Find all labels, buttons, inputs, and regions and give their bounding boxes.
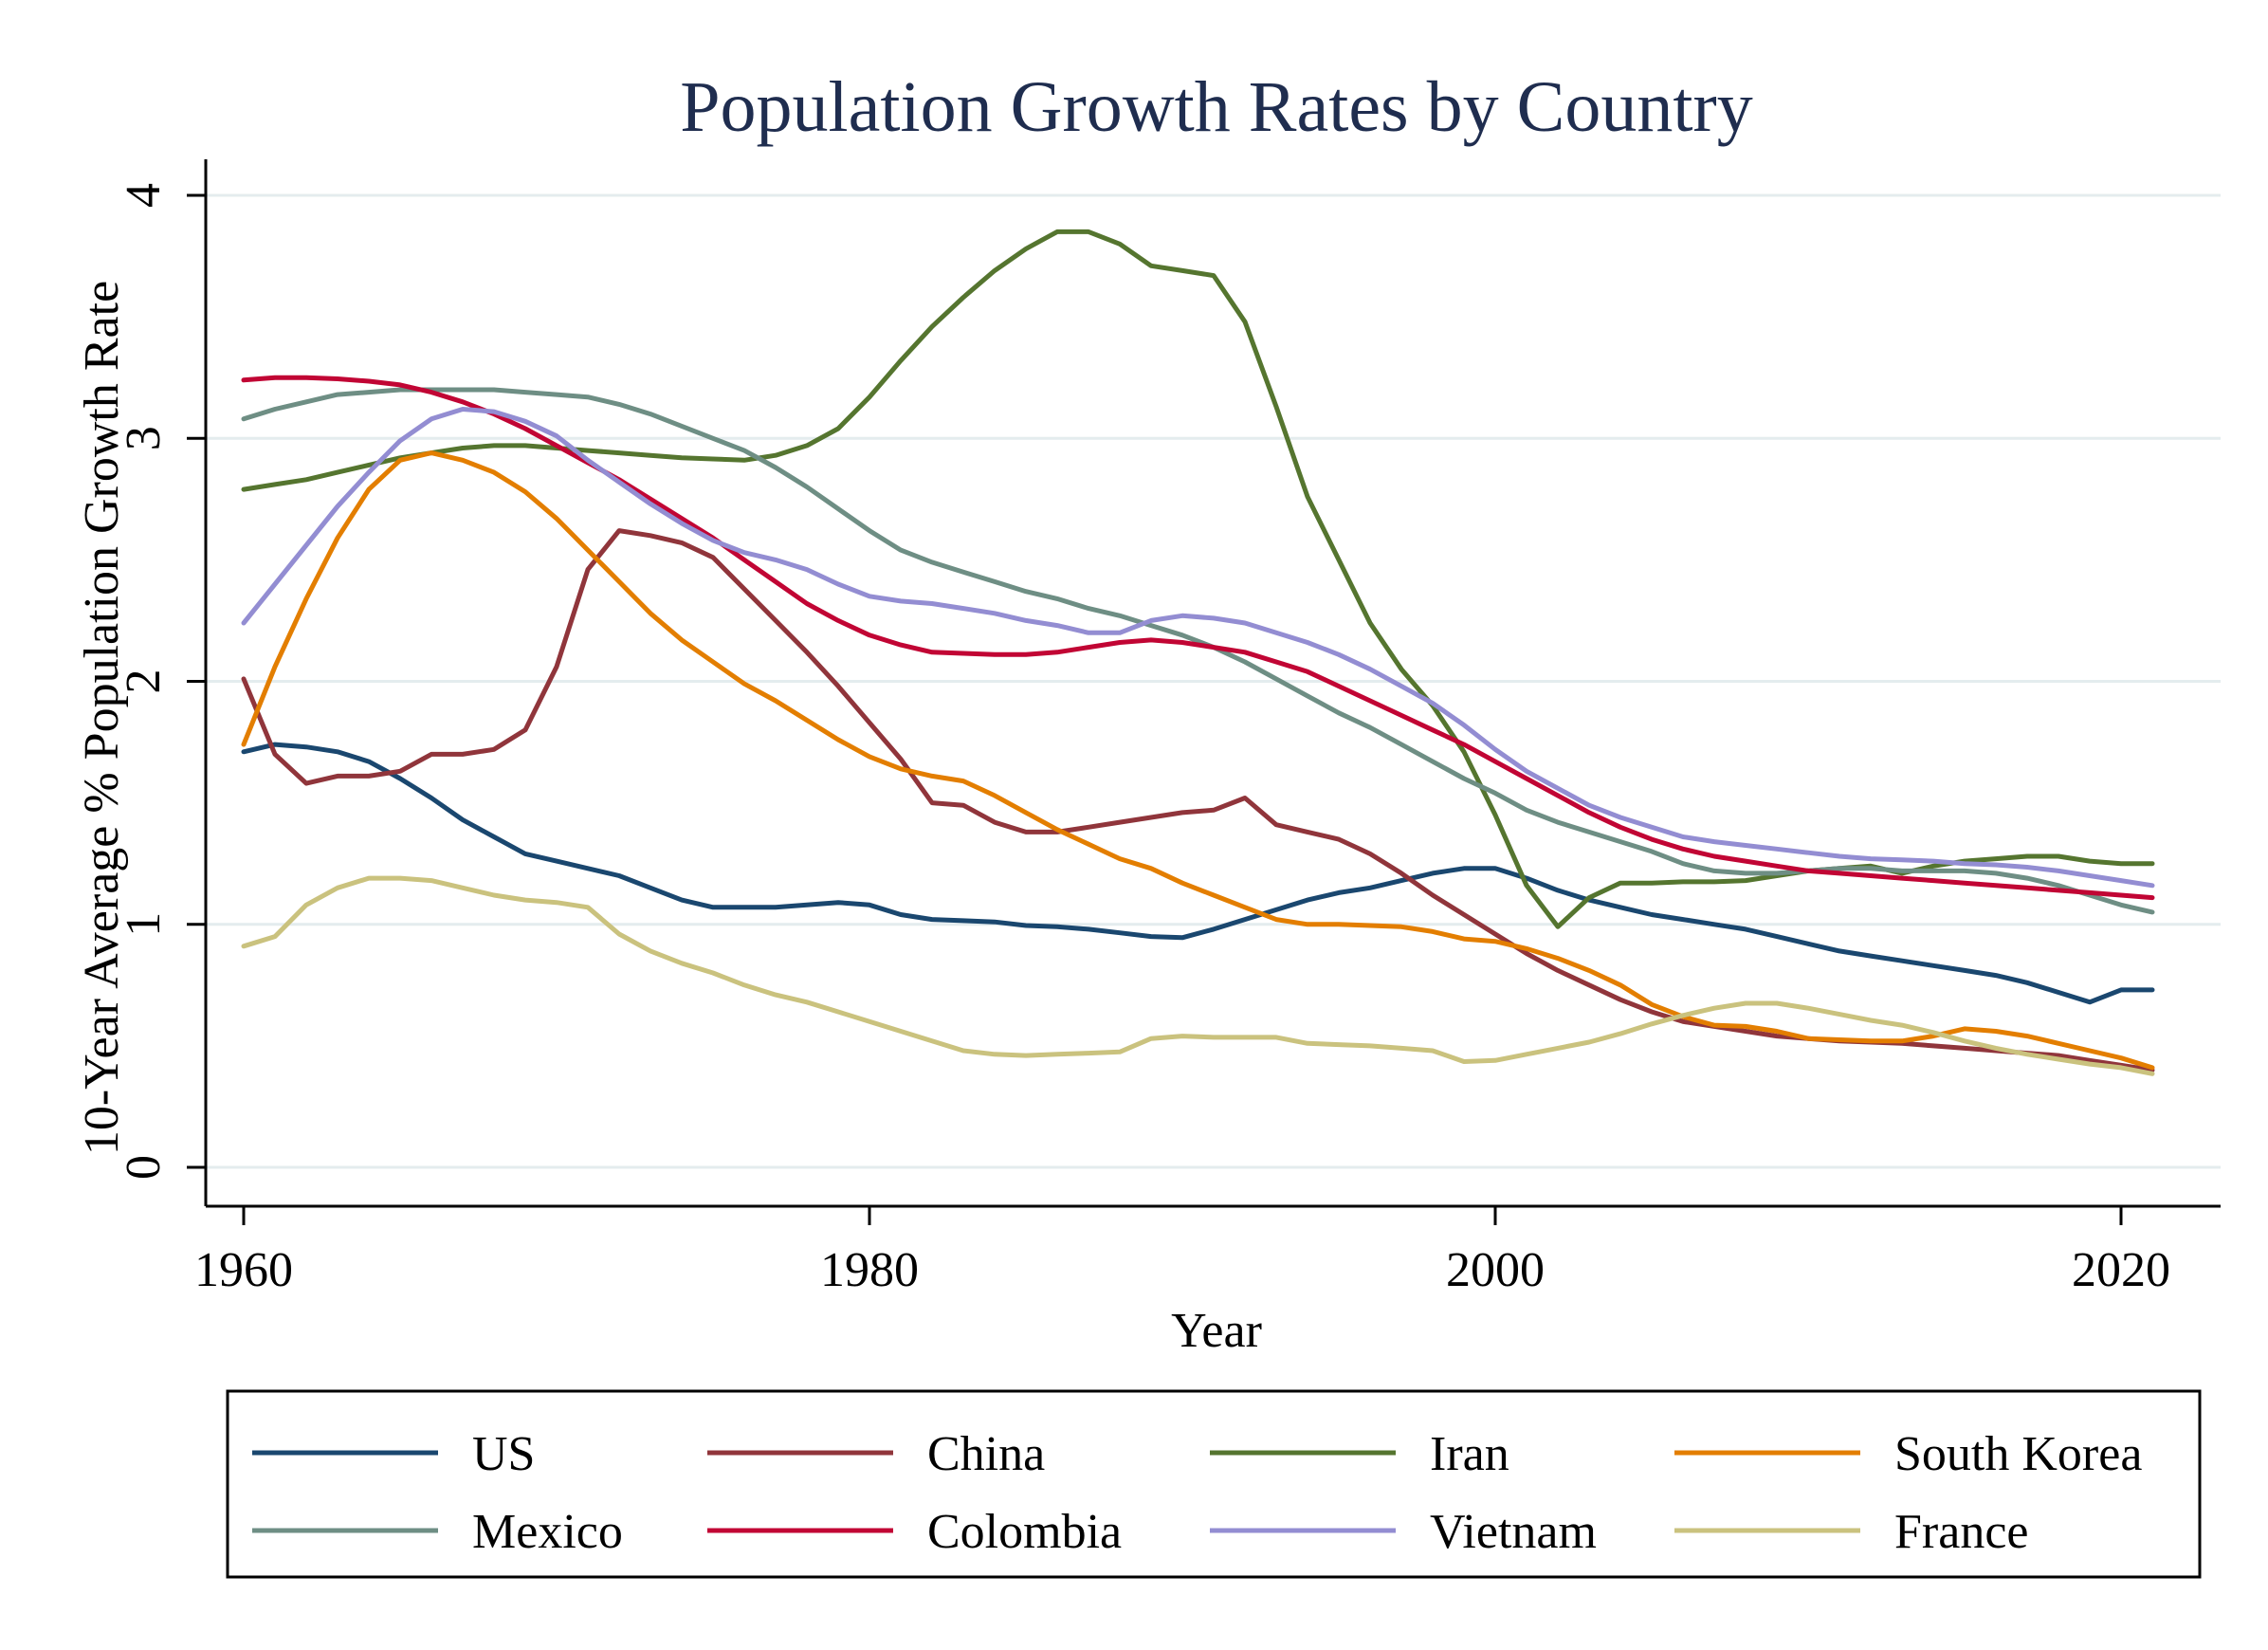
legend-box: [226, 1389, 2202, 1579]
legend-label-iran: Iran: [1430, 1427, 1509, 1481]
series-line-mexico: [241, 387, 2155, 915]
chart-title: Population Growth Rates by Country: [680, 67, 1753, 147]
y-tick-label: 2: [117, 669, 171, 694]
series-line-south-korea: [241, 450, 2155, 1071]
series-lines: [241, 229, 2155, 1076]
legend-label-colombia: Colombia: [927, 1505, 1122, 1559]
legend-label-china: China: [927, 1427, 1045, 1481]
legend-label-south-korea: South Korea: [1894, 1427, 2142, 1481]
legend-label-vietnam: Vietnam: [1430, 1505, 1597, 1559]
x-axis-label: Year: [1171, 1304, 1262, 1358]
y-axis-label: 10-Year Average % Population Growth Rate: [75, 281, 129, 1155]
series-line-france: [241, 875, 2155, 1076]
x-tick-label: 1980: [820, 1243, 919, 1297]
x-tick-label: 1960: [194, 1243, 293, 1297]
series-line-us: [241, 742, 2155, 1005]
legend-label-mexico: Mexico: [472, 1505, 623, 1559]
x-tick-label: 2020: [2072, 1243, 2170, 1297]
y-tick-label: 3: [117, 426, 171, 450]
series-line-colombia: [241, 375, 2155, 901]
y-tick-label: 0: [117, 1155, 171, 1180]
y-tick-label: 4: [117, 183, 171, 208]
series-line-vietnam: [241, 407, 2155, 889]
axis-ticks: 0 1 2 3 4 1960 1980 2000 2020: [117, 183, 2170, 1297]
series-line-china: [241, 528, 2155, 1072]
series-line-iran: [241, 229, 2155, 929]
y-tick-label: 1: [117, 912, 171, 937]
legend-label-france: France: [1894, 1505, 2028, 1559]
gridlines: [206, 193, 2221, 1169]
legend: US China Iran South Korea Mexico Colombia Viet…: [226, 1389, 2202, 1579]
x-tick-label: 2000: [1446, 1243, 1545, 1297]
legend-label-us: US: [472, 1427, 535, 1481]
